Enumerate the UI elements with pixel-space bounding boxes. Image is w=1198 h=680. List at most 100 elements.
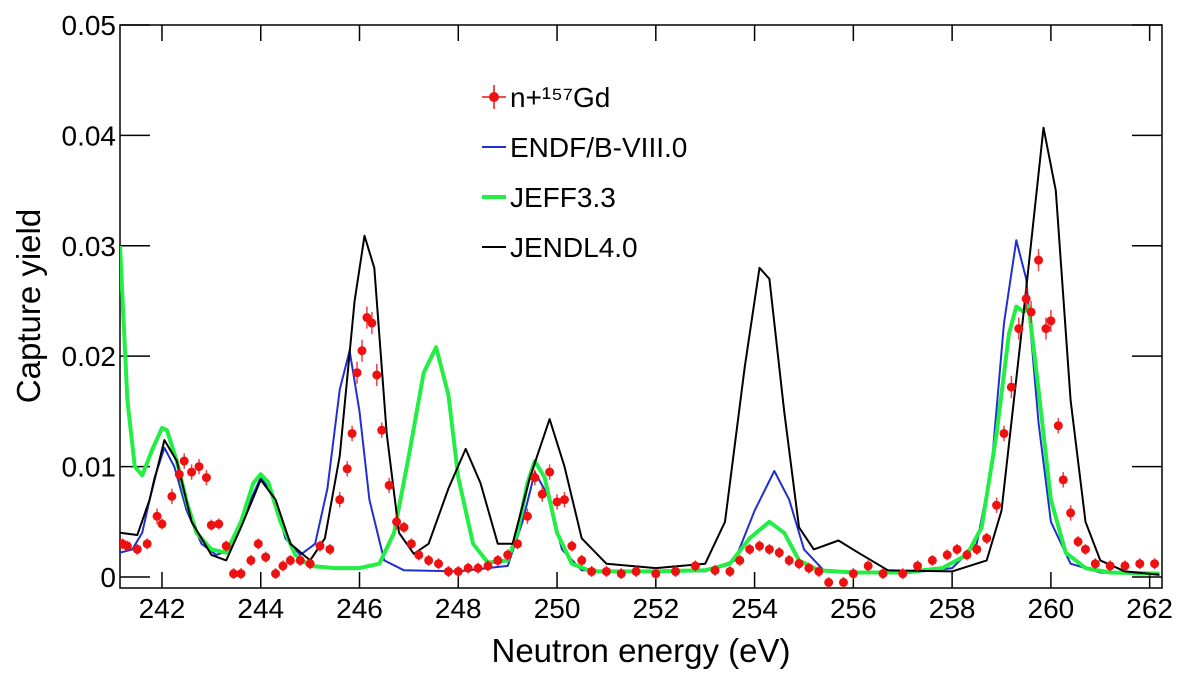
data-point — [764, 544, 774, 554]
data-point — [315, 541, 325, 551]
data-point — [794, 559, 804, 569]
data-point — [755, 541, 765, 551]
data-point — [1006, 382, 1016, 392]
data-point — [372, 370, 382, 380]
data-point — [1105, 561, 1115, 571]
data-point — [671, 566, 681, 576]
data-point — [567, 541, 577, 551]
legend-label: JEFF3.3 — [510, 182, 616, 213]
x-tick-label: 244 — [237, 593, 284, 624]
data-point — [1041, 324, 1051, 334]
data-point — [424, 555, 434, 565]
model-curve — [120, 245, 1160, 576]
data-point — [513, 539, 523, 549]
legend-swatch — [489, 92, 499, 102]
data-point — [285, 555, 295, 565]
data-point — [357, 346, 367, 356]
data-point — [214, 519, 224, 529]
data-point — [347, 428, 357, 438]
data-point — [453, 566, 463, 576]
x-axis-label: Neutron energy (eV) — [492, 632, 791, 669]
model-curve — [120, 126, 1160, 576]
data-point — [522, 511, 532, 521]
x-tick-label: 248 — [435, 593, 482, 624]
data-point — [616, 569, 626, 579]
data-point — [898, 569, 908, 579]
data-point — [552, 497, 562, 507]
data-point — [814, 566, 824, 576]
data-point — [132, 544, 142, 554]
x-tick-label: 256 — [830, 593, 877, 624]
data-point — [999, 428, 1009, 438]
data-point — [493, 555, 503, 565]
data-point — [206, 520, 216, 530]
data-point — [942, 550, 952, 560]
data-point — [735, 555, 745, 565]
y-tick-label: 0.01 — [62, 452, 117, 483]
data-point — [483, 561, 493, 571]
data-point — [1058, 475, 1068, 485]
data-point — [725, 566, 735, 576]
data-point — [201, 473, 211, 483]
data-point — [537, 489, 547, 499]
data-point — [601, 566, 611, 576]
data-point — [399, 522, 409, 532]
x-tick-label: 262 — [1126, 593, 1173, 624]
data-point — [824, 577, 834, 587]
data-point — [187, 467, 197, 477]
data-point — [804, 563, 814, 573]
data-point — [295, 555, 305, 565]
data-point — [352, 368, 362, 378]
x-tick-label: 254 — [731, 593, 778, 624]
data-point — [384, 480, 394, 490]
data-point — [690, 561, 700, 571]
data-point — [710, 565, 720, 575]
data-point — [335, 495, 345, 505]
data-point — [1021, 294, 1031, 304]
y-tick-label: 0.02 — [62, 341, 117, 372]
x-tick-label: 250 — [534, 593, 581, 624]
legend-label: n+¹⁵⁷Gd — [510, 82, 610, 113]
y-axis-label: Capture yield — [10, 209, 47, 403]
data-point — [236, 569, 246, 579]
data-point — [631, 566, 641, 576]
plot-frame — [119, 24, 1163, 589]
data-point — [221, 541, 231, 551]
data-point — [913, 561, 923, 571]
y-tick-label: 0.03 — [62, 231, 117, 262]
y-tick-label: 0.04 — [62, 120, 117, 151]
data-point — [325, 544, 335, 554]
data-point — [367, 318, 377, 328]
data-point — [972, 544, 982, 554]
data-point — [406, 539, 416, 549]
data-point — [246, 555, 256, 565]
legend-label: JENDL4.0 — [510, 232, 638, 263]
data-point — [1046, 316, 1056, 326]
data-point — [342, 464, 352, 474]
data-point — [414, 550, 424, 560]
data-point — [261, 552, 271, 562]
data-point — [587, 566, 597, 576]
data-point — [745, 544, 755, 554]
data-point — [377, 425, 387, 435]
data-point — [1073, 537, 1083, 547]
data-point — [784, 555, 794, 565]
data-point — [545, 467, 555, 477]
data-point — [878, 569, 888, 579]
data-point — [503, 550, 513, 560]
x-tick-label: 246 — [336, 593, 383, 624]
x-tick-label: 260 — [1028, 593, 1075, 624]
data-point — [305, 559, 315, 569]
data-point — [179, 456, 189, 466]
data-point — [559, 495, 569, 505]
data-point — [1066, 508, 1076, 518]
data-point — [982, 533, 992, 543]
data-point — [1090, 559, 1100, 569]
data-point — [774, 548, 784, 558]
data-point — [229, 569, 239, 579]
data-point — [927, 555, 937, 565]
data-point — [1034, 255, 1044, 265]
y-tick-label: 0.05 — [62, 10, 117, 41]
data-point — [1080, 544, 1090, 554]
